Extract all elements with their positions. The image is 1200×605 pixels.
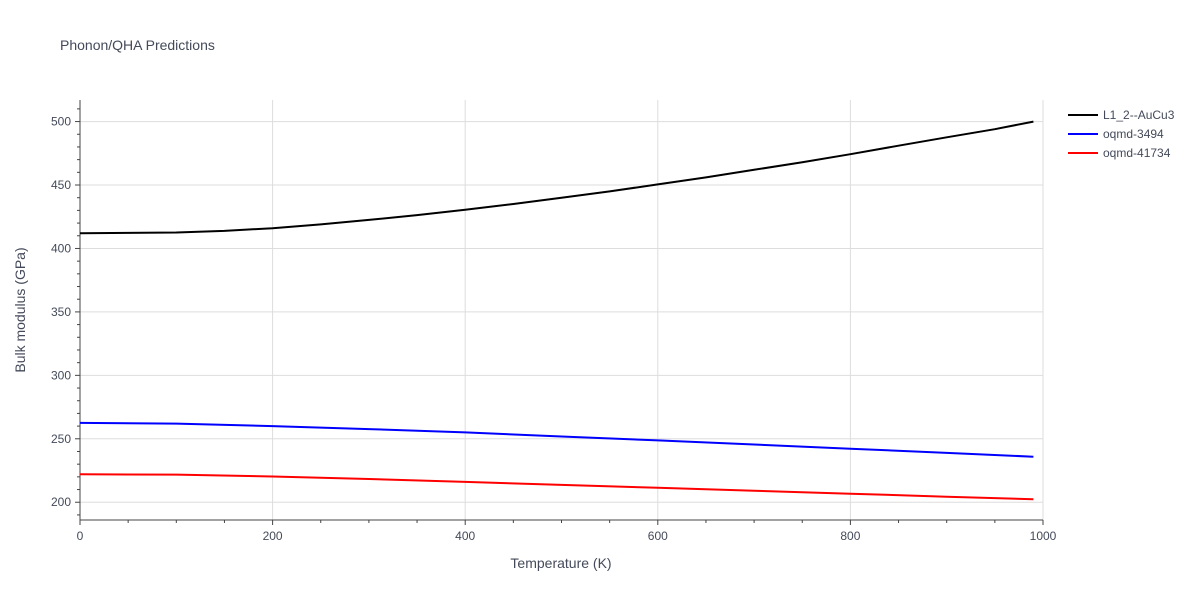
legend-label: oqmd-41734 (1103, 146, 1171, 160)
y-tick-label: 500 (51, 115, 71, 129)
series-lines (79, 120, 1034, 501)
y-tick-label: 250 (51, 432, 71, 446)
y-tick-label: 350 (51, 305, 71, 319)
chart-title: Phonon/QHA Predictions (60, 37, 215, 53)
x-tick-label: 0 (77, 529, 84, 543)
legend[interactable]: L1_2--AuCu3 oqmd-3494 oqmd-41734 (1068, 108, 1175, 160)
x-tick-label: 1000 (1030, 529, 1057, 543)
x-tick-label: 800 (840, 529, 860, 543)
axes: 0 200 400 600 800 1000 200 250 300 350 400 450 500 (51, 100, 1057, 543)
y-tick-label: 300 (51, 368, 71, 382)
series-line-1[interactable] (79, 120, 1034, 235)
y-axis-title: Bulk modulus (GPa) (12, 247, 28, 372)
x-tick-label: 400 (455, 529, 475, 543)
legend-item-2[interactable]: oqmd-3494 (1068, 127, 1164, 141)
legend-item-1[interactable]: L1_2--AuCu3 (1068, 108, 1175, 122)
grid (80, 100, 1044, 520)
legend-item-3[interactable]: oqmd-41734 (1068, 146, 1171, 160)
series-line-2[interactable] (79, 421, 1034, 458)
y-tick-label: 400 (51, 241, 71, 255)
y-tick-label: 200 (51, 495, 71, 509)
y-tick-label: 450 (51, 178, 71, 192)
legend-label: oqmd-3494 (1103, 127, 1164, 141)
x-axis-title: Temperature (K) (510, 555, 611, 571)
x-tick-label: 200 (263, 529, 283, 543)
legend-label: L1_2--AuCu3 (1103, 108, 1175, 122)
series-line-3[interactable] (79, 473, 1034, 501)
x-tick-label: 600 (648, 529, 668, 543)
